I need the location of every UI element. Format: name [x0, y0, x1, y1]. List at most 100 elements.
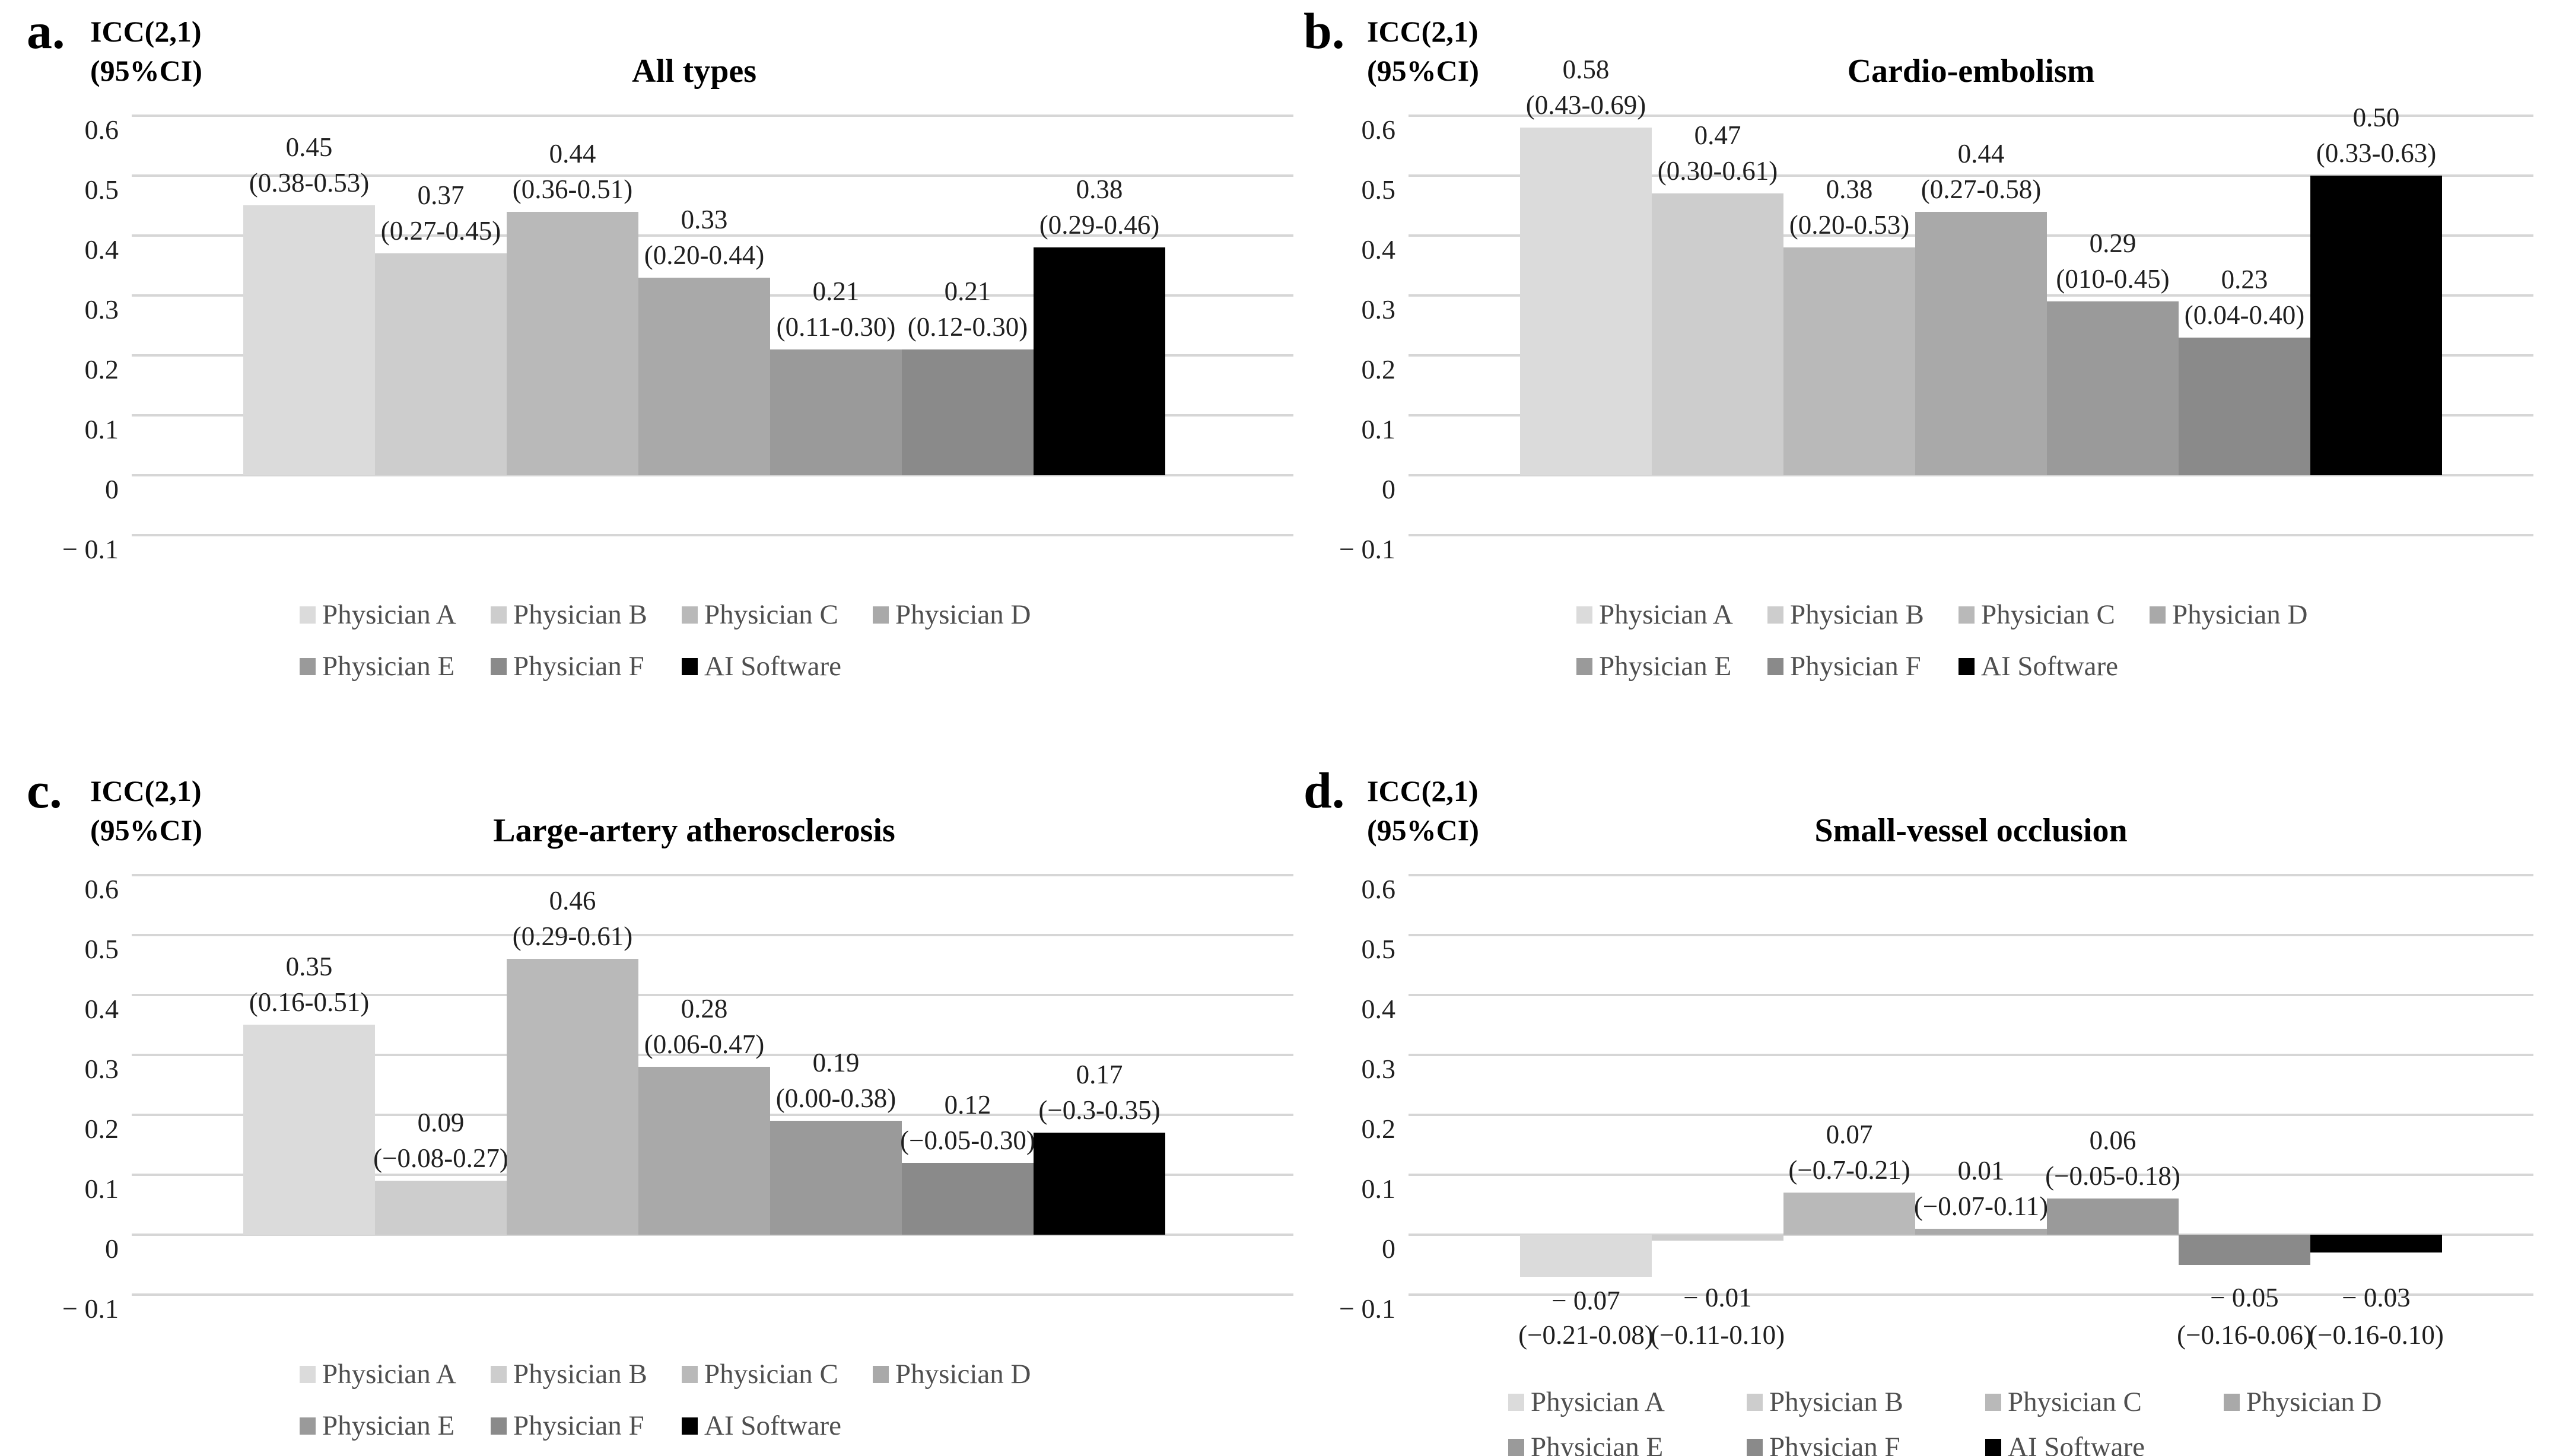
bar-physician-c [507, 212, 638, 475]
legend-item-physician-b: Physician B [491, 596, 682, 633]
bar-ai-software [2310, 1235, 2442, 1252]
legend-item-ai-software: AI Software [682, 1407, 873, 1444]
legend-label: Physician A [1531, 1387, 1665, 1417]
y-tick-label: 0.4 [84, 234, 119, 265]
y-tick-label: 0.2 [1361, 1114, 1396, 1144]
legend-swatch [873, 1365, 889, 1383]
legend-row: Physician A Physician B Physician C Physici… [300, 1356, 1064, 1393]
legend-item-physician-b: Physician B [1747, 1384, 1985, 1420]
y-tick-label: 0.4 [1361, 994, 1396, 1024]
bar-ci-label: (010-0.45) [2056, 264, 2170, 294]
y-axis-title-line2: (95%CI) [1367, 813, 1479, 847]
y-tick-label: 0.5 [1361, 934, 1396, 964]
y-tick-label: 0 [1382, 1234, 1395, 1264]
legend-swatch [491, 1365, 507, 1383]
legend-item-physician-a: Physician A [1576, 596, 1767, 633]
bar-value-label: 0.33 [681, 205, 728, 234]
y-axis-title-line1: ICC(2,1) [90, 15, 202, 48]
y-axis-title-line2: (95%CI) [90, 54, 202, 87]
y-tick-label: − 0.1 [62, 534, 119, 564]
legend: Physician A Physician B Physician C Physici… [1277, 759, 2553, 1456]
legend-item-physician-e: Physician E [1508, 1429, 1747, 1456]
legend-item-physician-e: Physician E [1576, 648, 1767, 685]
legend-item-physician-c: Physician C [682, 596, 873, 633]
legend-label: Physician B [1769, 1387, 1903, 1417]
y-tick-label: 0.3 [1361, 1054, 1396, 1084]
y-tick-label: 0.6 [84, 115, 119, 145]
bar-ci-label: (0.38-0.53) [249, 168, 370, 198]
bar-ci-label: (−0.05-0.18) [2045, 1161, 2180, 1191]
legend-label: Physician C [2008, 1387, 2142, 1417]
bar-value-label: 0.21 [812, 276, 860, 306]
gridline [1409, 1174, 2533, 1176]
legend-swatch [1576, 657, 1592, 675]
legend-swatch [682, 657, 698, 675]
y-axis-title-line2: (95%CI) [1367, 54, 1479, 87]
bar-value-label: 0.44 [549, 139, 596, 169]
panel-d: d. ICC(2,1) (95%CI) Small-vessel occlusi… [1277, 759, 2553, 1456]
bar-physician-e [2047, 1199, 2179, 1235]
legend: Physician A Physician B Physician C Physici… [0, 0, 1276, 759]
gridline [132, 115, 1293, 117]
legend-label: Physician E [1599, 651, 1732, 682]
y-tick-label: − 0.1 [1339, 1293, 1395, 1324]
legend-item-physician-c: Physician C [1985, 1384, 2224, 1420]
bar-physician-f [902, 349, 1034, 475]
legend-label: Physician B [513, 1359, 647, 1390]
bar-ci-label: (0.20-0.44) [644, 240, 765, 270]
bar-physician-a [1520, 1235, 1652, 1277]
legend-swatch [1508, 1393, 1524, 1411]
bar-ci-label: (−0.16-0.06) [2177, 1320, 2312, 1350]
bar-physician-b [375, 1181, 507, 1235]
legend-label: Physician F [513, 651, 644, 682]
gridline [132, 474, 1293, 476]
bar-physician-c [1783, 1193, 1915, 1235]
gridline [1409, 115, 2533, 117]
bar-physician-f [2179, 338, 2310, 475]
y-tick-label: 0.1 [1361, 414, 1396, 444]
bar-ci-label: (0.11-0.30) [776, 312, 896, 342]
bar-ci-label: (0.29-0.61) [512, 921, 633, 951]
gridline [1409, 1114, 2533, 1116]
gridline [1409, 474, 2533, 476]
gridline [132, 874, 1293, 876]
bar-value-label: − 0.03 [2342, 1283, 2411, 1312]
bar-physician-a [243, 1025, 375, 1235]
legend-swatch [1508, 1438, 1524, 1456]
bar-value-label: 0.46 [549, 886, 596, 915]
bar-value-label: 0.01 [1957, 1156, 2005, 1185]
panel-b: b. ICC(2,1) (95%CI) Cardio-embolism 0.6 0… [1277, 0, 2553, 759]
panel-letter: c. [27, 762, 62, 819]
bar-physician-b [375, 253, 507, 475]
bar-physician-b [1652, 193, 1783, 475]
legend-row: Physician E Physician F AI Software [300, 1407, 873, 1444]
legend-swatch [300, 657, 316, 675]
bar-value-label: 0.44 [1957, 139, 2005, 169]
bar-physician-d [638, 1067, 770, 1235]
bar-ci-label: (0.16-0.51) [249, 987, 370, 1017]
plot-area: 0.6 0.5 0.4 0.3 0.2 0.1 0 − 0.1 0.58 (0.43-0.69) 0… [1277, 0, 2553, 759]
panel-letter: b. [1303, 2, 1345, 59]
legend-swatch [300, 606, 316, 624]
gridline [132, 1234, 1293, 1236]
legend-label: Physician C [704, 599, 838, 630]
bar-physician-e [770, 349, 902, 475]
legend-label: AI Software [2008, 1432, 2145, 1456]
bar-ci-label: (0.20-0.53) [1789, 210, 1910, 240]
bar-ci-label: (0.43-0.69) [1525, 90, 1646, 120]
legend-label: Physician A [1599, 599, 1733, 630]
y-tick-label: 0.4 [84, 994, 119, 1024]
legend-swatch [682, 1417, 698, 1435]
legend-item-physician-e: Physician E [300, 1407, 491, 1444]
bar-ci-label: (0.04-0.40) [2184, 300, 2305, 330]
legend-label: Physician D [895, 599, 1031, 630]
bar-physician-e [2047, 301, 2179, 475]
legend-label: Physician D [2172, 599, 2308, 630]
legend-row: Physician A Physician B Physician C Physici… [1508, 1384, 2462, 1420]
bar-value-label: 0.19 [812, 1048, 860, 1077]
chart-title: Small-vessel occlusion [1814, 812, 2128, 849]
chart-title: Large-artery atherosclerosis [493, 812, 895, 849]
y-axis-title: ICC(2,1) (95%CI) [90, 771, 202, 850]
bar-value-label: 0.45 [285, 132, 333, 162]
legend-swatch [1576, 606, 1592, 624]
